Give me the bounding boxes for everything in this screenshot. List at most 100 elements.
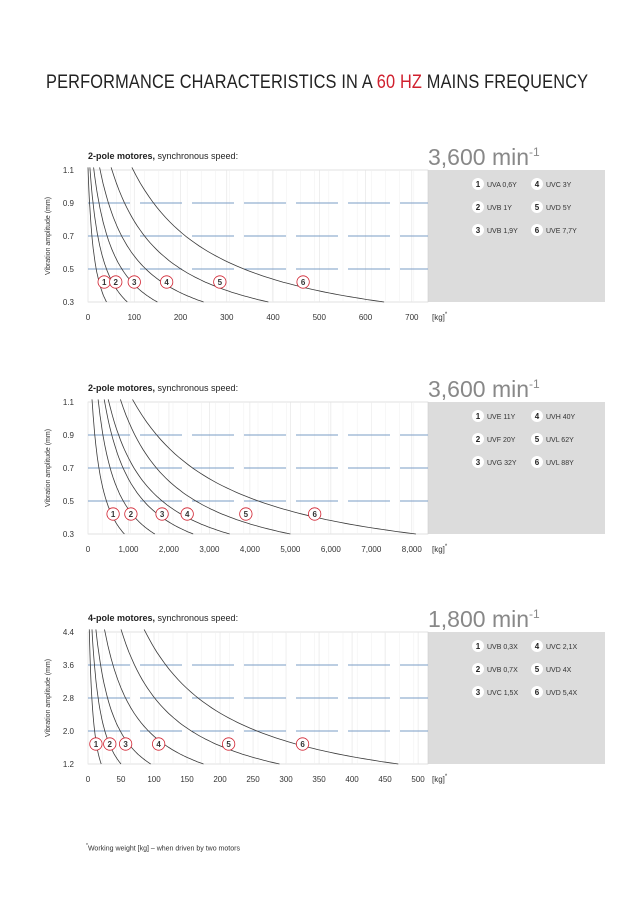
x-tick-label: 1,000 [118,545,139,554]
speed-label: 3,600 min-1 [428,376,540,402]
x-tick-label: 0 [86,545,91,554]
chart-heading-rest: synchronous speed: [155,151,238,161]
curve-label-circle [103,737,117,751]
y-tick-label: 0.5 [63,497,75,506]
legend-number: 6 [535,688,540,697]
legend-model: UVC 1,5X [487,690,518,697]
curve-label-circle [89,737,103,751]
x-tick-label: 200 [213,775,227,784]
speed-exponent: -1 [529,145,540,159]
curve-label: 1 [94,740,99,749]
curve-label-circle [155,507,169,521]
curve-label-circle [127,275,141,289]
curve-4 [99,167,204,303]
legend-number: 6 [535,226,540,235]
chart-heading: 2-pole motores, synchronous speed: [88,151,238,161]
curve-3 [103,399,194,535]
x-tick-label: 500 [313,313,327,322]
curve-6 [131,167,385,303]
legend-marker [531,224,543,236]
legend-model: UVB 1,9Y [487,228,518,235]
legend-model: UVC 3Y [546,182,572,189]
legend-number: 5 [535,665,540,674]
legend-panel [428,170,605,302]
legend-marker [531,456,543,468]
curve-label: 6 [300,740,305,749]
x-axis-label: [kg]* [432,774,448,784]
y-tick-label: 1.1 [63,398,75,407]
x-axis-sup: * [445,774,448,780]
x-tick-label: 0 [86,775,91,784]
curve-2 [97,399,156,535]
curve-label: 1 [111,510,116,519]
curve-label: 5 [218,278,223,287]
legend-model: UVL 62Y [546,437,574,444]
legend-number: 3 [476,458,481,467]
curve-label-circle [124,507,138,521]
x-tick-label: 50 [117,775,126,784]
y-axis-label: Vibration amplitude (mm) [45,197,52,275]
legend-number: 1 [476,412,481,421]
legend-model: UVB 0,3X [487,644,518,651]
legend-model: UVB 1Y [487,205,512,212]
legend-number: 1 [476,642,481,651]
curve-6 [143,629,399,765]
x-tick-label: 450 [378,775,392,784]
curve-label: 2 [114,278,119,287]
curve-5 [120,629,280,765]
legend-model: UVC 2,1X [546,644,577,651]
title-text: PERFORMANCE CHARACTERISTICS IN A [46,72,377,93]
y-tick-label: 3.6 [63,661,75,670]
legend-panel [428,402,605,534]
legend-marker [472,224,484,236]
curve-1 [91,399,125,535]
y-tick-label: 2.0 [63,727,75,736]
x-tick-label: 400 [345,775,359,784]
x-tick-label: 250 [246,775,260,784]
y-tick-label: 0.9 [63,431,75,440]
legend-number: 3 [476,688,481,697]
x-tick-label: 7,000 [361,545,382,554]
legend-marker [531,640,543,652]
legend-model: UVB 0,7X [487,667,518,674]
curve-label-circle [152,737,166,751]
curve-label: 3 [132,278,137,287]
x-axis-unit: [kg] [432,545,445,554]
legend-panel [428,632,605,764]
curve-2 [89,167,128,303]
chart-2pole-heavy: 2-pole motores, synchronous speed: 3,600 … [45,376,605,554]
y-tick-label: 0.3 [63,298,75,307]
legend-number: 4 [535,180,540,189]
footnote: *Working weight [kg] – when driven by tw… [86,843,240,852]
curve-label: 3 [160,510,165,519]
legend-marker [472,640,484,652]
legend-marker [472,410,484,422]
speed-label: 3,600 min-1 [428,144,540,170]
curve-label: 4 [164,278,169,287]
curve-label: 6 [301,278,306,287]
x-tick-label: 100 [128,313,142,322]
curve-label-circle [222,737,236,751]
title-suffix: MAINS FREQUENCY [422,72,589,93]
footnote-text: Working weight [kg] – when driven by two… [87,845,240,853]
legend-number: 3 [476,226,481,235]
chart-heading: 2-pole motores, synchronous speed: [88,383,238,393]
curve-4 [107,399,230,535]
legend-marker [472,663,484,675]
x-tick-label: 500 [411,775,425,784]
curve-label-circle [109,275,123,289]
legend-model: UVD 5,4X [546,690,577,697]
curve-label: 3 [123,740,128,749]
speed-exponent: -1 [529,377,540,391]
x-axis-label: [kg]* [432,312,448,322]
x-tick-label: 6,000 [321,545,342,554]
legend-model: UVH 40Y [546,414,576,421]
curve-5 [110,167,269,303]
y-tick-label: 0.7 [63,232,75,241]
curve-3 [95,629,151,765]
legend-number: 2 [476,665,481,674]
legend-marker [531,201,543,213]
curve-4 [104,629,204,765]
curve-label-circle [119,737,133,751]
legend-number: 2 [476,203,481,212]
